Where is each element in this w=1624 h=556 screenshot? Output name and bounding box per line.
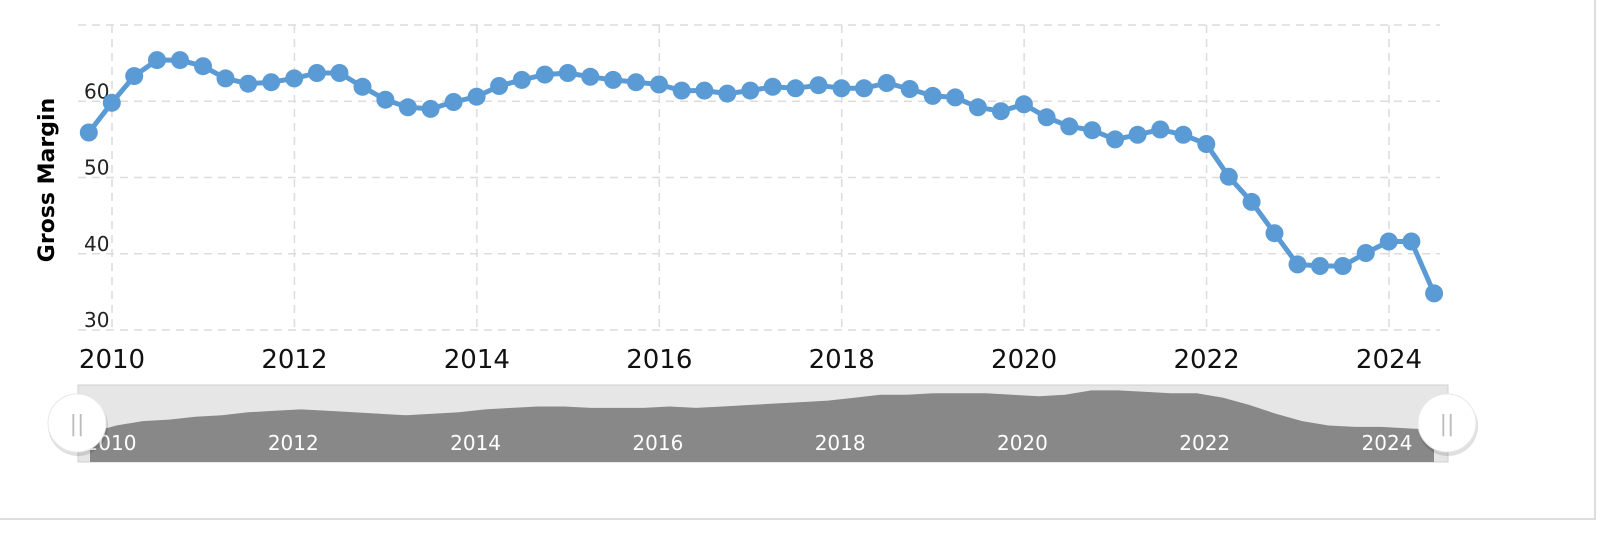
data-point[interactable] (558, 64, 577, 82)
x-tick-label: 2018 (809, 345, 875, 375)
x-tick-label: 2012 (261, 345, 327, 375)
data-point[interactable] (1060, 117, 1079, 136)
data-point[interactable] (900, 80, 919, 98)
y-axis-label: Gross Margin (35, 98, 60, 262)
y-tick-label: 50 (84, 156, 109, 180)
navigator-handle-knob[interactable] (47, 393, 107, 453)
data-point[interactable] (946, 88, 965, 107)
data-point[interactable] (1425, 284, 1444, 303)
data-point[interactable] (672, 81, 691, 100)
x-tick-label: 2010 (79, 345, 145, 375)
data-point[interactable] (1402, 232, 1421, 251)
navigator-handle-right[interactable]: || (1417, 393, 1478, 456)
data-point[interactable] (262, 73, 281, 92)
x-tick-label: 2014 (444, 345, 510, 375)
data-point[interactable] (718, 84, 737, 103)
data-point[interactable] (353, 77, 372, 96)
navigator-handle-left[interactable]: || (47, 393, 108, 456)
series-gross-margin (79, 51, 1444, 303)
data-point[interactable] (855, 79, 873, 98)
data-point[interactable] (968, 98, 987, 117)
navigator-tick-label: 2016 (632, 431, 683, 455)
navigator-tick-label: 2014 (450, 431, 501, 455)
data-point[interactable] (650, 75, 668, 94)
data-point[interactable] (79, 123, 98, 142)
data-point[interactable] (786, 79, 805, 98)
grip-icon: || (70, 412, 85, 437)
data-point[interactable] (102, 93, 121, 112)
data-point[interactable] (1151, 120, 1170, 139)
data-point[interactable] (1356, 244, 1375, 262)
data-point[interactable] (535, 65, 554, 84)
data-point[interactable] (285, 69, 304, 88)
data-point[interactable] (809, 76, 828, 95)
grip-icon: || (1440, 412, 1455, 437)
data-point[interactable] (398, 98, 417, 117)
data-point[interactable] (1083, 121, 1102, 140)
navigator-tick-label: 2020 (997, 431, 1048, 455)
data-point[interactable] (171, 51, 189, 70)
x-tick-label: 2022 (1173, 345, 1239, 375)
data-point[interactable] (1106, 130, 1125, 149)
data-point[interactable] (444, 93, 463, 111)
x-tick-label: 2016 (626, 345, 692, 375)
y-tick-label: 40 (84, 232, 109, 256)
chart-frame (0, 0, 1596, 520)
navigator-tick-label: 2012 (268, 431, 319, 455)
data-point[interactable] (307, 64, 326, 82)
data-point[interactable] (1128, 125, 1147, 144)
data-point[interactable] (216, 69, 235, 88)
data-point[interactable] (1242, 192, 1261, 211)
x-tick-label: 2020 (991, 345, 1057, 375)
data-point[interactable] (421, 99, 440, 118)
navigator-handle-knob[interactable] (1417, 393, 1477, 453)
navigator-ticks: 2010 2012 2014 2016 2018 2020 2022 2024 (86, 431, 1413, 455)
navigator-area (90, 390, 1434, 462)
data-point[interactable] (741, 81, 760, 100)
data-point[interactable] (1288, 255, 1307, 274)
data-point[interactable] (194, 57, 212, 76)
data-point[interactable] (148, 51, 166, 70)
range-navigator[interactable]: 2010 2012 2014 2016 2018 2020 2022 2024 || || (47, 384, 1478, 463)
data-point[interactable] (763, 77, 782, 96)
data-point[interactable] (490, 77, 509, 95)
data-point[interactable] (1014, 95, 1033, 114)
data-point[interactable] (627, 73, 645, 92)
data-point[interactable] (1197, 135, 1216, 153)
data-point[interactable] (923, 86, 942, 105)
navigator-tick-label: 2018 (815, 431, 866, 455)
data-point[interactable] (1333, 257, 1352, 275)
data-point[interactable] (1265, 224, 1284, 243)
navigator-tick-label: 2022 (1179, 431, 1230, 455)
y-tick-label: 30 (84, 308, 109, 332)
x-tick-label: 2024 (1356, 345, 1422, 375)
data-point[interactable] (991, 102, 1010, 121)
data-point[interactable] (581, 67, 600, 86)
data-point[interactable] (376, 90, 395, 109)
data-point[interactable] (604, 70, 623, 89)
data-point[interactable] (512, 70, 531, 89)
data-point[interactable] (1311, 257, 1329, 275)
data-point[interactable] (125, 67, 144, 86)
data-point[interactable] (1219, 167, 1238, 186)
data-point[interactable] (1037, 108, 1056, 127)
data-point[interactable] (877, 74, 896, 92)
x-axis-ticks: 2010 2012 2014 2016 2018 2020 2022 2024 (79, 345, 1422, 375)
data-point[interactable] (330, 64, 349, 82)
data-point[interactable] (832, 79, 851, 98)
grid (78, 24, 1440, 331)
data-point[interactable] (1379, 232, 1398, 251)
data-point[interactable] (239, 74, 258, 93)
navigator-tick-label: 2024 (1362, 431, 1413, 455)
data-point[interactable] (1174, 125, 1193, 144)
data-point[interactable] (695, 81, 714, 100)
data-point[interactable] (467, 87, 486, 106)
